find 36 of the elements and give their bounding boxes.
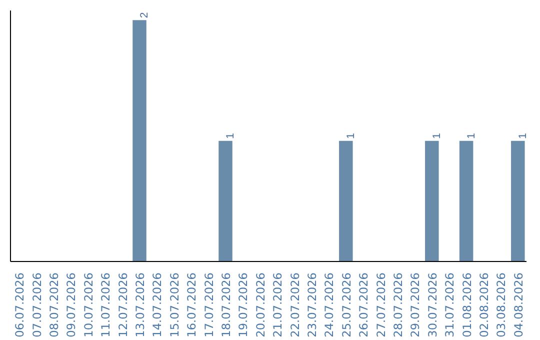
x-tick-label: 21.07.2026 (270, 272, 285, 338)
x-tick-label: 13.07.2026 (133, 272, 147, 338)
x-tick-label: 07.07.2026 (30, 272, 44, 338)
x-tick-label: 03.08.2026 (494, 272, 508, 338)
x-tick-label: 12.07.2026 (116, 272, 130, 338)
x-tick-label: 04.08.2026 (511, 272, 526, 338)
x-tick-label: 15.07.2026 (167, 272, 182, 338)
x-tick-label: 28.07.2026 (391, 272, 405, 338)
x-tick-label: 10.07.2026 (81, 272, 96, 338)
x-tick-label: 02.08.2026 (477, 272, 491, 338)
x-tick-label: 09.07.2026 (64, 272, 78, 338)
x-tick-label: 20.07.2026 (253, 272, 268, 338)
x-tick-label: 30.07.2026 (425, 272, 440, 338)
x-tick-label: 11.07.2026 (98, 272, 113, 338)
data-label: 1 (224, 132, 236, 139)
x-tick-label: 26.07.2026 (356, 272, 371, 338)
data-label: 2 (138, 12, 150, 18)
x-tick-label: 08.07.2026 (47, 272, 61, 338)
x-tick-label: 27.07.2026 (374, 272, 388, 338)
x-tick-label: 16.07.2026 (184, 272, 199, 338)
data-label: 1 (516, 132, 529, 139)
x-tick-label: 24.07.2026 (322, 272, 336, 338)
data-label: 1 (344, 132, 357, 139)
x-tick-label: 23.07.2026 (305, 272, 319, 338)
x-tick-label: 29.07.2026 (408, 272, 422, 338)
x-tick-label: 01.08.2026 (460, 272, 474, 338)
x-tick-label: 14.07.2026 (150, 272, 164, 338)
data-label: 1 (430, 132, 443, 139)
x-tick-label: 31.07.2026 (442, 272, 457, 338)
x-tick-label: 19.07.2026 (236, 272, 250, 338)
x-tick-label: 06.07.2026 (12, 272, 27, 338)
x-tick-label: 25.07.2026 (339, 272, 354, 338)
x-tick-label: 18.07.2026 (219, 272, 233, 338)
x-tick-label: 17.07.2026 (202, 272, 216, 338)
data-label: 1 (465, 132, 478, 139)
x-tick-label: 22.07.2026 (288, 272, 302, 338)
